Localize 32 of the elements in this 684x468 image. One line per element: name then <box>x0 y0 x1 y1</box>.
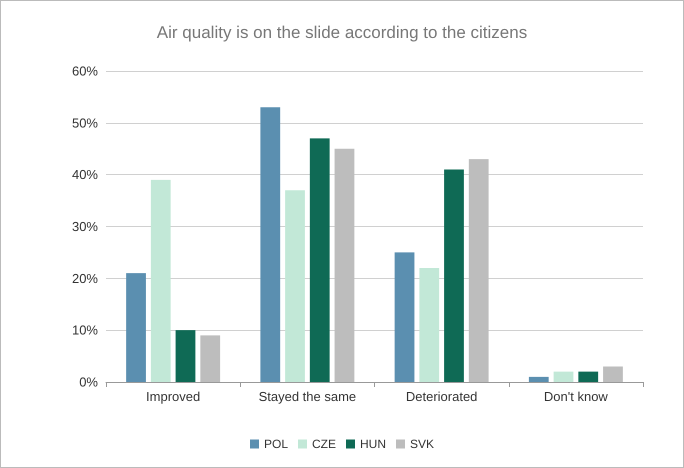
bar <box>200 335 220 382</box>
bar <box>419 268 440 382</box>
y-tick-label: 30% <box>72 219 98 234</box>
x-tick-label: Stayed the same <box>258 389 356 404</box>
y-tick-label: 10% <box>72 322 98 338</box>
bar <box>468 159 489 382</box>
bar <box>310 138 330 382</box>
bar <box>444 169 464 382</box>
bar <box>126 273 146 382</box>
bar <box>603 366 623 382</box>
legend-label: SVK <box>410 437 434 451</box>
bar <box>528 376 549 382</box>
legend-label: POL <box>264 437 288 451</box>
legend-label: HUN <box>360 437 386 451</box>
y-tick-label: 20% <box>72 270 98 286</box>
y-tick-label: 40% <box>72 167 98 182</box>
bar <box>150 180 171 382</box>
bar <box>334 148 354 382</box>
bar <box>578 372 598 382</box>
y-tick-label: 50% <box>72 115 98 130</box>
y-tick-label: 0% <box>79 374 98 390</box>
bar <box>394 252 414 382</box>
chart-title: Air quality is on the slide according to the citizens <box>156 23 528 42</box>
x-tick-label: Don't know <box>544 389 608 404</box>
bar <box>285 190 305 382</box>
bar <box>260 107 280 382</box>
y-tick-label: 60% <box>72 64 98 78</box>
bar <box>176 330 196 382</box>
x-tick-label: Improved <box>146 389 200 404</box>
legend-label: CZE <box>312 437 336 451</box>
bar <box>554 372 574 382</box>
x-tick-label: Deteriorated <box>406 389 478 404</box>
